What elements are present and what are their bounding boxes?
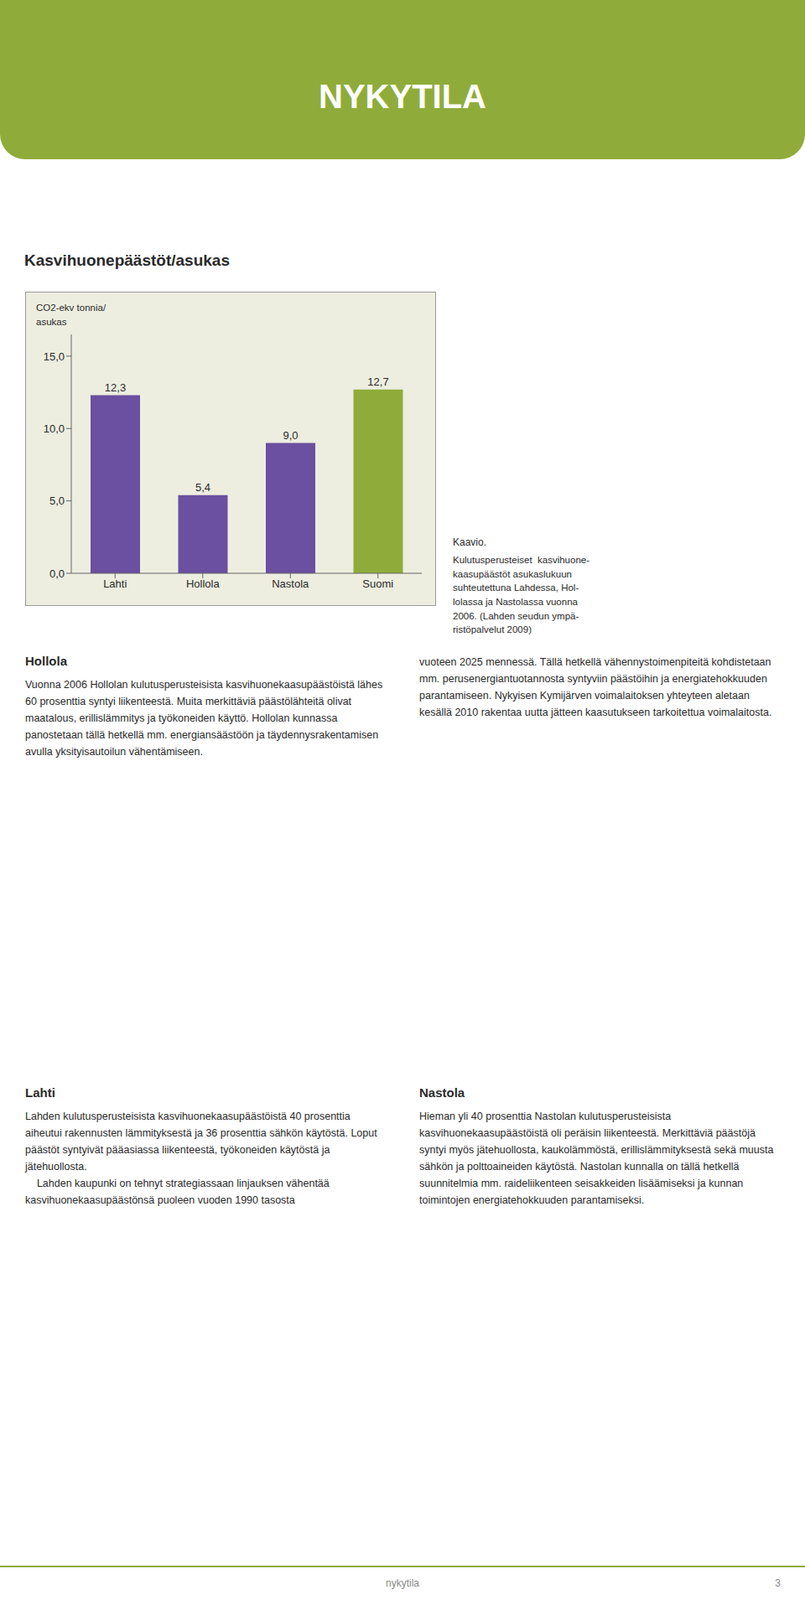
html-text:Vuonna 2006 Hollolan kulutuspe: Vuonna 2006 Hollolan kulutusperusteisist…	[25, 679, 386, 759]
svg-text:Hollola: Hollola	[186, 577, 221, 591]
html-text:kaasupäästöt asukaslukuun: kaasupäästöt asukaslukuun	[452, 569, 572, 580]
svg-text:Suomi: Suomi	[362, 577, 394, 591]
html-text:asukas: asukas	[36, 316, 67, 327]
html-text:lolassa ja Nastolassa vuonna: lolassa ja Nastolassa vuonna	[452, 597, 578, 608]
html-text:NYKYTILA: NYKYTILA	[318, 77, 487, 115]
svg-text:Nastola: Nastola	[271, 577, 310, 591]
html-text:Lahden kulutusperusteisista ka: Lahden kulutusperusteisista kasvihuoneka…	[25, 1110, 381, 1207]
html-text:vuoteen 2025 mennessä. Tällä h: vuoteen 2025 mennessä. Tällä hetkellä vä…	[419, 656, 774, 719]
svg-text:0,0: 0,0	[49, 567, 65, 581]
html-text:CO2-ekv tonnia/: CO2-ekv tonnia/	[36, 302, 106, 313]
svg-text:9,0: 9,0	[282, 429, 298, 442]
html-text:Kaavio.: Kaavio.	[452, 536, 487, 549]
svg-text:10,0: 10,0	[43, 422, 65, 436]
html-text:Kulutusperusteiset kasvihuone-: Kulutusperusteiset kasvihuone-	[452, 555, 590, 566]
html-text:nykytila: nykytila	[385, 1578, 420, 1590]
svg-text:5,4: 5,4	[195, 481, 211, 494]
svg-text:12,7: 12,7	[367, 375, 389, 389]
svg-text:12,3: 12,3	[104, 381, 126, 395]
html-text:suhteutettuna Lahdessa, Hol-: suhteutettuna Lahdessa, Hol-	[452, 583, 579, 594]
html-text:Kasvihuonepäästöt/asukas: Kasvihuonepäästöt/asukas	[24, 251, 230, 270]
svg-text:5,0: 5,0	[49, 494, 65, 508]
svg-text:15,0: 15,0	[43, 350, 65, 364]
html-text:Lahti: Lahti	[25, 1085, 56, 1100]
svg-text:Lahti: Lahti	[103, 577, 127, 591]
html-text:Hollola: Hollola	[25, 654, 68, 669]
html-text:Nastola: Nastola	[419, 1085, 465, 1100]
html-text:3: 3	[775, 1578, 781, 1590]
html-text:ristöpalvelut 2009): ristöpalvelut 2009)	[452, 625, 532, 636]
html-text:2006. (Lahden seudun ympä-: 2006. (Lahden seudun ympä-	[452, 611, 579, 622]
html-text:Hieman yli 40 prosenttia Nasto: Hieman yli 40 prosenttia Nastolan kulutu…	[419, 1110, 777, 1207]
